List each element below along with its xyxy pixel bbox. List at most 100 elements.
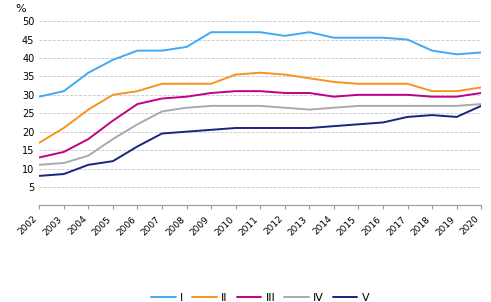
IV (208, 104, 214, 108)
I (405, 38, 410, 41)
I (110, 58, 116, 62)
IV (36, 163, 42, 167)
IV (429, 104, 435, 108)
III (380, 93, 386, 97)
III (85, 137, 91, 141)
IV (257, 104, 263, 108)
IV (135, 123, 140, 126)
II (355, 82, 361, 85)
III (159, 97, 165, 100)
II (233, 73, 239, 76)
II (282, 73, 288, 76)
V (405, 115, 410, 119)
III (282, 91, 288, 95)
I (331, 36, 337, 40)
IV (61, 161, 67, 165)
III (429, 95, 435, 98)
II (208, 82, 214, 85)
V (380, 121, 386, 124)
V (331, 124, 337, 128)
IV (184, 106, 190, 110)
III (184, 95, 190, 98)
V (208, 128, 214, 132)
III (478, 91, 484, 95)
V (85, 163, 91, 167)
Line: V: V (39, 106, 481, 176)
I (208, 31, 214, 34)
III (454, 95, 460, 98)
IV (306, 108, 312, 111)
V (61, 172, 67, 176)
II (61, 126, 67, 130)
II (159, 82, 165, 85)
III (61, 150, 67, 154)
I (380, 36, 386, 40)
II (257, 71, 263, 75)
II (36, 141, 42, 145)
III (331, 95, 337, 98)
I (184, 45, 190, 49)
Line: I: I (39, 32, 481, 97)
Line: II: II (39, 73, 481, 143)
II (331, 80, 337, 84)
V (159, 132, 165, 135)
V (233, 126, 239, 130)
I (233, 31, 239, 34)
III (405, 93, 410, 97)
V (135, 145, 140, 148)
IV (233, 104, 239, 108)
II (110, 93, 116, 97)
Legend: I, II, III, IV, V: I, II, III, IV, V (147, 288, 374, 302)
V (36, 174, 42, 178)
I (135, 49, 140, 53)
Line: III: III (39, 91, 481, 157)
Line: IV: IV (39, 104, 481, 165)
III (233, 89, 239, 93)
IV (85, 154, 91, 157)
III (208, 91, 214, 95)
I (282, 34, 288, 38)
II (85, 108, 91, 111)
III (36, 156, 42, 159)
I (257, 31, 263, 34)
II (478, 86, 484, 89)
III (110, 119, 116, 122)
V (110, 159, 116, 163)
II (405, 82, 410, 85)
V (306, 126, 312, 130)
IV (159, 110, 165, 113)
V (454, 115, 460, 119)
II (135, 89, 140, 93)
I (306, 31, 312, 34)
V (282, 126, 288, 130)
II (454, 89, 460, 93)
I (36, 95, 42, 98)
I (454, 53, 460, 56)
I (85, 71, 91, 75)
IV (405, 104, 410, 108)
III (355, 93, 361, 97)
V (184, 130, 190, 133)
III (306, 91, 312, 95)
IV (478, 102, 484, 106)
V (429, 113, 435, 117)
II (184, 82, 190, 85)
III (257, 89, 263, 93)
I (61, 89, 67, 93)
I (159, 49, 165, 53)
V (257, 126, 263, 130)
II (380, 82, 386, 85)
V (478, 104, 484, 108)
III (135, 102, 140, 106)
V (355, 123, 361, 126)
Text: %: % (15, 4, 26, 14)
I (478, 51, 484, 54)
IV (282, 106, 288, 110)
IV (355, 104, 361, 108)
IV (331, 106, 337, 110)
IV (454, 104, 460, 108)
IV (110, 137, 116, 141)
IV (380, 104, 386, 108)
I (429, 49, 435, 53)
II (306, 76, 312, 80)
